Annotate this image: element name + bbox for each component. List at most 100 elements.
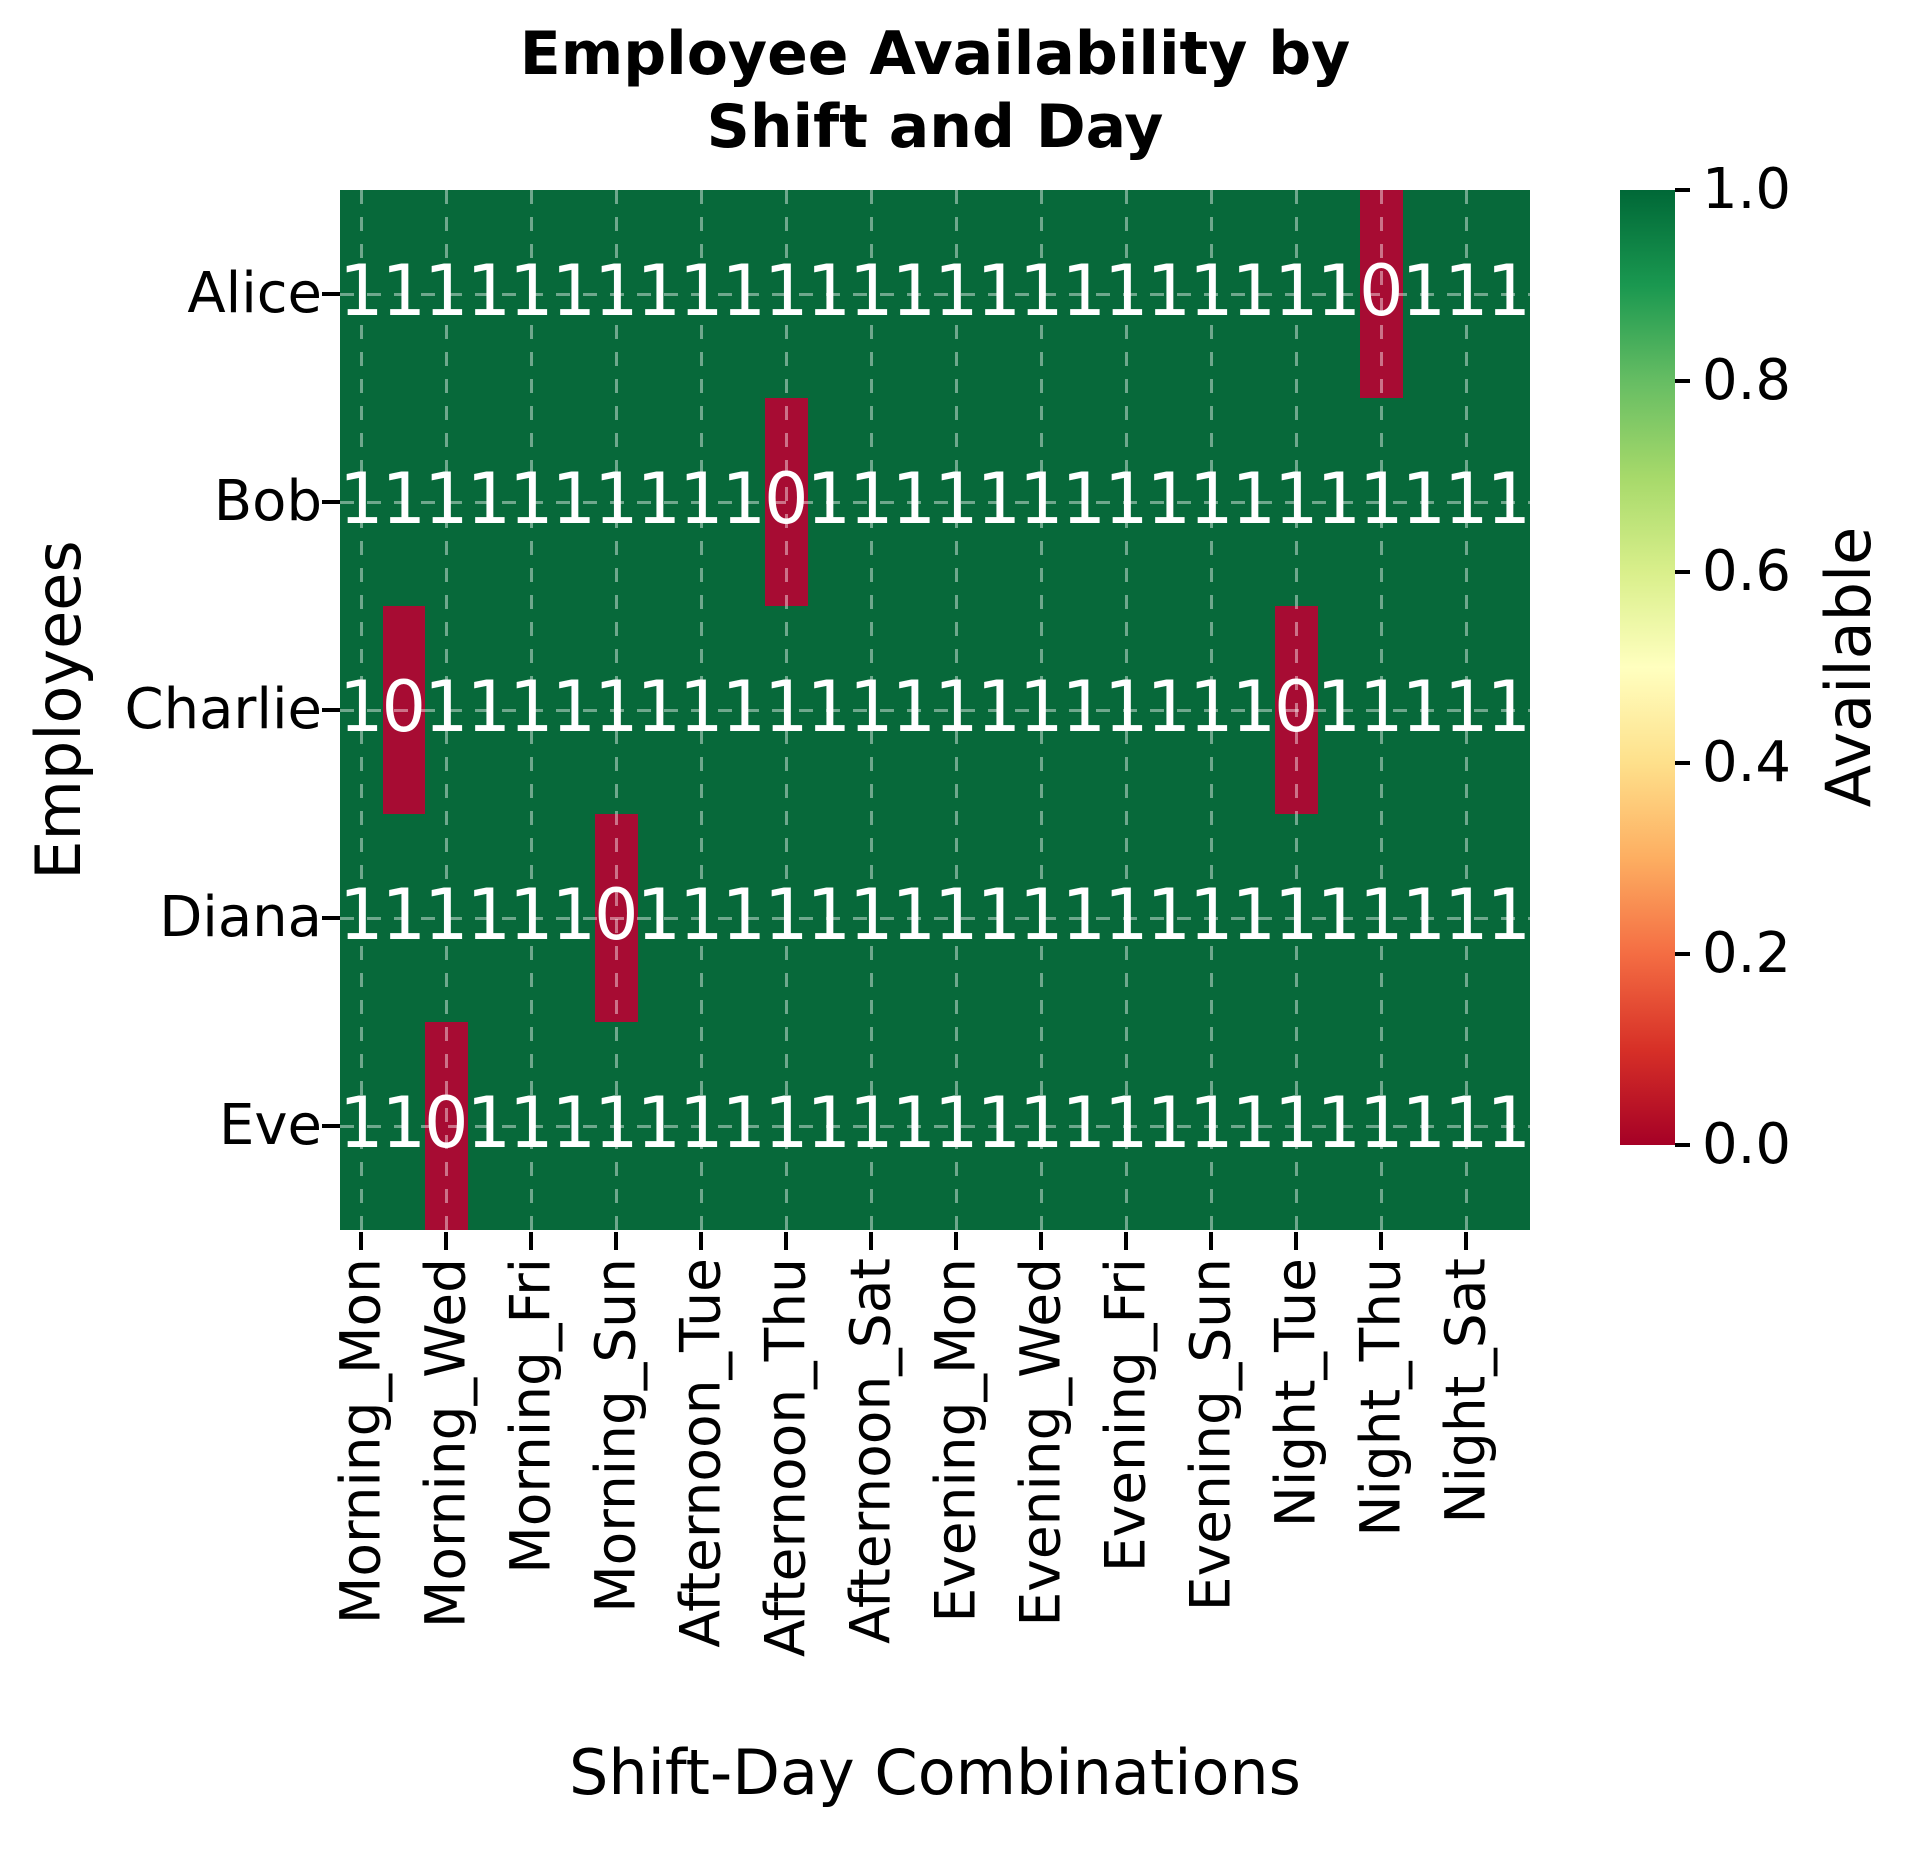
- heatmap-cell: [1020, 190, 1063, 398]
- cell-value: 1: [338, 458, 384, 541]
- heatmap-cell: [1445, 814, 1488, 1022]
- cell-value: 1: [423, 458, 469, 541]
- heatmap-cell: [1105, 814, 1148, 1022]
- x-tick-label: Morning_Fri: [498, 1258, 563, 1574]
- heatmap-cell: [1275, 814, 1318, 1022]
- y-tick-label: Bob: [213, 469, 322, 534]
- cell-value: 1: [1061, 666, 1107, 749]
- cell-value: 1: [1443, 874, 1489, 957]
- heatmap-cell: [722, 398, 765, 606]
- heatmap-cell: [1445, 1022, 1488, 1230]
- heatmap-cell: [935, 1022, 978, 1230]
- chart-title: Employee Availability by Shift and Day: [340, 18, 1530, 164]
- cell-value: 1: [976, 458, 1022, 541]
- cell-value: 1: [933, 250, 979, 333]
- gridline-vertical: [699, 190, 703, 1230]
- cell-value: 1: [1146, 1082, 1192, 1165]
- heatmap-cell: [1445, 398, 1488, 606]
- cell-value: 1: [721, 1082, 767, 1165]
- x-tick-mark: [784, 1232, 789, 1250]
- gridline-horizontal: [340, 292, 1530, 296]
- cell-value: 1: [1146, 666, 1192, 749]
- gridline-vertical: [1124, 190, 1128, 1230]
- cell-value: 1: [1231, 874, 1277, 957]
- cell-value: 1: [933, 666, 979, 749]
- heatmap-cell: [1105, 606, 1148, 814]
- cell-value: 1: [1231, 666, 1277, 749]
- colorbar-tick-mark: [1675, 1143, 1690, 1147]
- heatmap-cell: [1062, 1022, 1105, 1230]
- heatmap-cell: [1020, 398, 1063, 606]
- gridline-horizontal: [340, 500, 1530, 504]
- gridline-vertical: [1209, 190, 1213, 1230]
- heatmap-cell: [1487, 814, 1530, 1022]
- cell-value: 1: [593, 1082, 639, 1165]
- gridline-horizontal: [340, 708, 1530, 712]
- heatmap-cell: [892, 814, 935, 1022]
- cell-value: 1: [1273, 458, 1319, 541]
- cell-value: 1: [806, 458, 852, 541]
- heatmap-cell: [467, 1022, 510, 1230]
- heatmap-cell: [637, 814, 680, 1022]
- y-tick-label: Charlie: [124, 677, 322, 742]
- cell-value: 1: [721, 250, 767, 333]
- x-tick-mark: [614, 1232, 619, 1250]
- cell-value: 1: [1018, 874, 1064, 957]
- y-tick-mark: [322, 292, 340, 296]
- gridline-vertical: [784, 190, 788, 1230]
- cell-value: 1: [1061, 1082, 1107, 1165]
- cell-value: 1: [678, 458, 724, 541]
- colorbar-tick-label: 1.0: [1702, 157, 1792, 222]
- cell-value: 1: [763, 250, 809, 333]
- cell-value: 1: [1358, 1082, 1404, 1165]
- heatmap-cell: [595, 1022, 638, 1230]
- heatmap-cell: [1317, 814, 1360, 1022]
- x-axis-label: Shift-Day Combinations: [569, 1736, 1301, 1809]
- cell-value: 1: [1358, 458, 1404, 541]
- cell-value: 1: [466, 1082, 512, 1165]
- heatmap-cell: [850, 1022, 893, 1230]
- cell-value: 1: [636, 666, 682, 749]
- colorbar-gradient: [1620, 190, 1675, 1145]
- cell-value: 1: [636, 458, 682, 541]
- heatmap-cell: [382, 1022, 425, 1230]
- cell-value: 1: [466, 874, 512, 957]
- cell-value: 1: [1188, 666, 1234, 749]
- cell-value: 1: [1486, 1082, 1532, 1165]
- heatmap-cell: [425, 814, 468, 1022]
- cell-value: 1: [1061, 458, 1107, 541]
- x-tick-label: Night_Thu: [1348, 1258, 1413, 1537]
- heatmap-cell: [1487, 606, 1530, 814]
- cell-value: 1: [1231, 1082, 1277, 1165]
- heatmap-cell: [1232, 814, 1275, 1022]
- heatmap-cell: [595, 606, 638, 814]
- colorbar-tick-label: 0.6: [1702, 539, 1792, 604]
- heatmap-cell: [510, 190, 553, 398]
- cell-value: 1: [678, 250, 724, 333]
- gridline-vertical: [954, 190, 958, 1230]
- gridline-vertical: [1039, 190, 1043, 1230]
- cell-value: 1: [1061, 250, 1107, 333]
- heatmap-cell: [1402, 814, 1445, 1022]
- cell-value: 1: [806, 666, 852, 749]
- colorbar-tick-label: 0.0: [1702, 1112, 1792, 1177]
- cell-value: 1: [508, 458, 554, 541]
- heatmap-cell: [935, 814, 978, 1022]
- heatmap-cell: [1317, 606, 1360, 814]
- cell-value: 1: [1018, 666, 1064, 749]
- cell-value: 1: [1358, 666, 1404, 749]
- heatmap-cell: [935, 190, 978, 398]
- gridline-vertical: [869, 190, 873, 1230]
- y-axis-label: Employees: [22, 540, 95, 880]
- heatmap-cell: [1360, 1022, 1403, 1230]
- colorbar-tick-mark: [1675, 952, 1690, 956]
- x-tick-mark: [699, 1232, 704, 1250]
- heatmap-cell: [1317, 398, 1360, 606]
- heatmap-cell: [510, 398, 553, 606]
- heatmap-cell: [850, 606, 893, 814]
- heatmap-cell: [1190, 814, 1233, 1022]
- y-tick-mark: [322, 1124, 340, 1128]
- cell-value: 1: [1018, 250, 1064, 333]
